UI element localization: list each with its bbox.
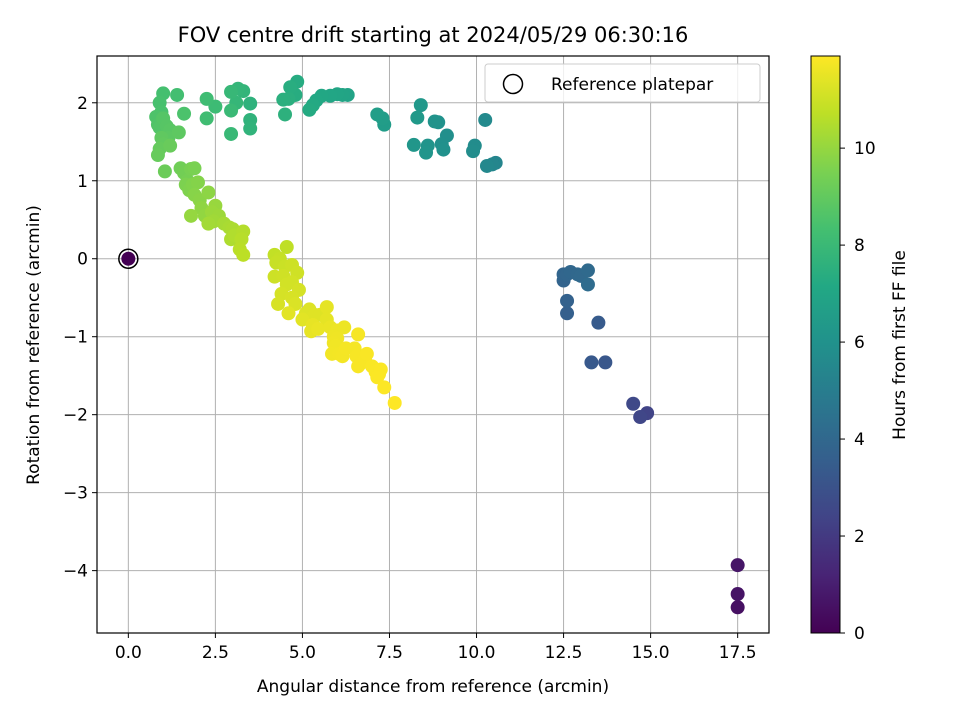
data-point — [190, 175, 205, 190]
x-tick-label: 15.0 — [632, 643, 670, 663]
data-point — [580, 277, 595, 292]
data-point — [171, 125, 186, 140]
data-point — [184, 208, 199, 223]
data-point — [436, 142, 451, 157]
x-axis-label: Angular distance from reference (arcmin) — [257, 677, 609, 697]
reference-point-ring — [118, 248, 139, 269]
data-point — [598, 355, 613, 370]
y-tick-label: −4 — [63, 562, 88, 582]
data-point — [278, 107, 293, 122]
colorbar-tick-label: 4 — [854, 430, 865, 450]
data-point — [224, 126, 239, 141]
data-point — [243, 121, 258, 136]
data-point — [319, 300, 334, 315]
data-point — [478, 112, 493, 127]
data-point — [170, 87, 185, 102]
colorbar-tick-label: 10 — [854, 139, 876, 159]
data-point — [370, 370, 385, 385]
y-axis-label: Rotation from reference (arcmin) — [24, 205, 44, 485]
data-point — [279, 240, 294, 255]
data-point — [243, 96, 258, 111]
data-point — [201, 216, 216, 231]
reference-point — [121, 251, 136, 266]
data-point — [419, 145, 434, 160]
x-tick-label: 0.0 — [115, 643, 142, 663]
data-point — [370, 107, 385, 122]
data-point — [406, 137, 421, 152]
data-point — [730, 600, 745, 615]
data-point — [479, 158, 494, 173]
data-point — [466, 144, 481, 159]
data-point — [224, 103, 239, 118]
data-point — [580, 263, 595, 278]
y-tick-label: 2 — [77, 94, 88, 114]
data-point — [730, 587, 745, 602]
legend-reference-marker — [502, 73, 524, 95]
data-point — [311, 321, 326, 336]
data-point — [591, 315, 606, 330]
data-point — [281, 306, 296, 321]
colorbar-ticks: 0 2 4 6 8 10 — [840, 139, 876, 644]
y-tick-label: −1 — [63, 328, 88, 348]
y-tick-label: 1 — [77, 172, 88, 192]
data-point — [224, 84, 239, 99]
data-point — [584, 355, 599, 370]
data-point — [201, 185, 216, 200]
x-tick-label: 7.5 — [376, 643, 403, 663]
data-point — [199, 91, 214, 106]
y-axis-ticks: −4 −3 −2 −1 0 1 2 — [63, 94, 97, 582]
colorbar — [810, 55, 841, 634]
data-point — [377, 380, 392, 395]
data-point — [295, 312, 310, 327]
data-point — [177, 106, 192, 121]
colorbar-label: Hours from first FF file — [890, 250, 910, 440]
legend-entry-reference-platepar: Reference platepar — [551, 75, 713, 95]
data-point — [560, 293, 575, 308]
data-point — [157, 164, 172, 179]
data-point — [560, 306, 575, 321]
legend-box — [484, 63, 761, 103]
x-tick-label: 2.5 — [202, 643, 229, 663]
grid-lines — [97, 56, 769, 633]
data-point — [413, 98, 428, 113]
chart-title: FOV centre drift starting at 2024/05/29 … — [178, 23, 689, 47]
data-points — [149, 74, 745, 615]
reference-marker-layer — [118, 248, 139, 269]
data-point — [199, 111, 214, 126]
data-point — [633, 410, 648, 425]
x-tick-label: 10.0 — [458, 643, 496, 663]
plot-frame — [96, 55, 770, 634]
data-point — [387, 395, 402, 410]
legend: Reference platepar — [484, 63, 761, 103]
colorbar-tick-label: 0 — [854, 624, 865, 644]
x-tick-label: 5.0 — [289, 643, 316, 663]
y-tick-label: −2 — [63, 406, 88, 426]
y-tick-label: 0 — [77, 250, 88, 270]
data-point — [271, 296, 286, 311]
data-point — [276, 92, 291, 107]
data-point — [283, 80, 298, 95]
data-point — [730, 558, 745, 573]
x-axis-ticks: 0.0 2.5 5.0 7.5 10.0 12.5 15.0 17.5 — [115, 633, 757, 663]
x-tick-label: 17.5 — [719, 643, 757, 663]
y-tick-label: −3 — [63, 484, 88, 504]
data-point — [359, 346, 374, 361]
data-point — [236, 247, 251, 262]
data-point — [150, 148, 165, 163]
colorbar-tick-label: 8 — [854, 236, 865, 256]
data-point — [626, 396, 641, 411]
data-point — [337, 320, 352, 335]
data-point — [163, 138, 178, 153]
colorbar-tick-label: 2 — [854, 527, 865, 547]
data-point — [187, 161, 202, 176]
x-tick-label: 12.5 — [545, 643, 583, 663]
data-point — [427, 114, 442, 129]
data-point — [410, 110, 425, 125]
data-point — [351, 327, 366, 342]
colorbar-tick-label: 6 — [854, 333, 865, 353]
data-point — [302, 102, 317, 117]
